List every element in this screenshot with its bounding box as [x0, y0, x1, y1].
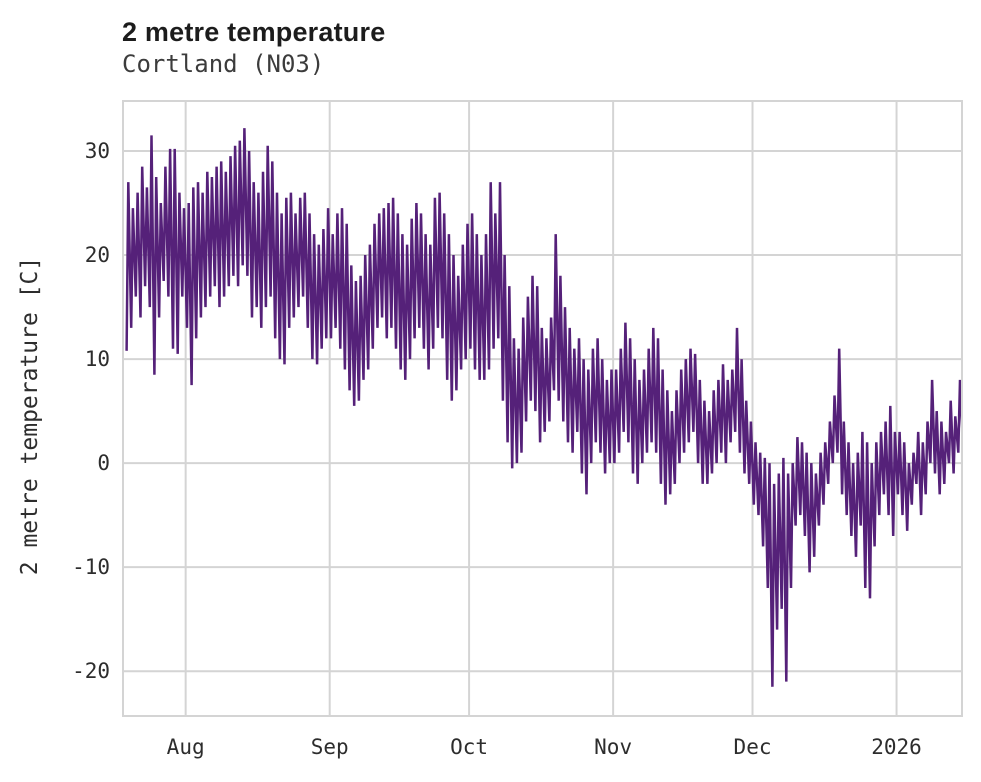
- x-tick-label: Oct: [450, 735, 489, 759]
- y-tick-label: -20: [72, 659, 110, 684]
- y-tick-label: 0: [97, 451, 110, 476]
- chart-subtitle: Cortland (N03): [122, 50, 325, 78]
- x-tick-label: 2026: [871, 735, 922, 759]
- x-tick-label: Aug: [166, 735, 205, 759]
- x-tick-label: Dec: [733, 735, 772, 759]
- y-tick-label: 10: [84, 347, 110, 372]
- temperature-line-chart: [122, 100, 963, 717]
- temperature-series-line: [125, 128, 963, 687]
- y-tick-label: 20: [84, 243, 110, 268]
- y-axis-label: 2 metre temperature [C]: [17, 256, 43, 576]
- y-tick-label: -10: [72, 555, 110, 580]
- page-title: 2 metre temperature: [122, 17, 386, 47]
- x-tick-label: Nov: [594, 735, 633, 759]
- x-tick-label: Sep: [310, 735, 349, 759]
- y-tick-label: 30: [84, 138, 110, 163]
- plot-border: [122, 100, 963, 717]
